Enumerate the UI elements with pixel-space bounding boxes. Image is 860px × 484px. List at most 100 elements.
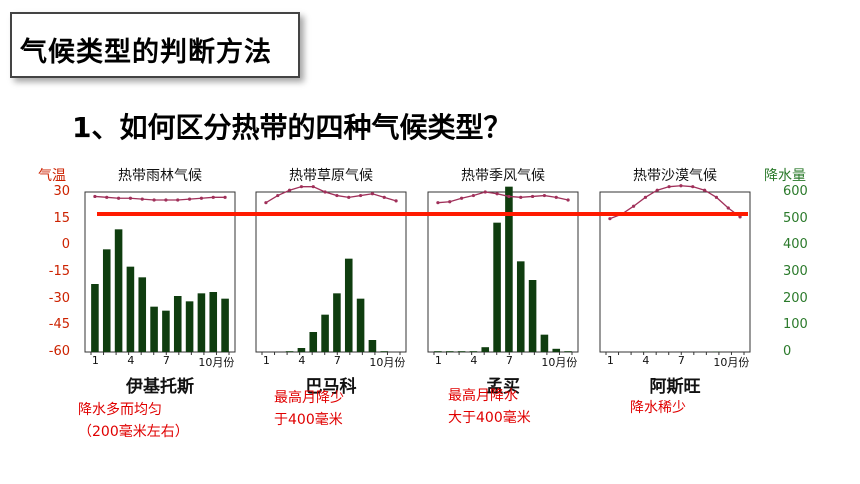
temperature-point bbox=[223, 195, 227, 199]
temperature-point bbox=[471, 193, 476, 198]
temperature-point bbox=[714, 195, 719, 199]
precipitation-tick-label: 500 bbox=[783, 210, 808, 226]
precipitation-bar bbox=[173, 296, 182, 352]
precipitation-bar bbox=[309, 332, 318, 352]
temperature-point bbox=[436, 201, 440, 205]
precipitation-bar bbox=[285, 351, 294, 352]
precipitation-bar bbox=[457, 351, 466, 352]
precipitation-bar bbox=[445, 351, 454, 352]
temperature-point bbox=[394, 199, 398, 203]
city-name: 伊基托斯 bbox=[126, 377, 194, 397]
x-tick-label: 4 bbox=[298, 354, 306, 367]
precipitation-bar bbox=[321, 314, 329, 352]
temperature-tick-label: -45 bbox=[48, 317, 70, 333]
panel-frame bbox=[427, 191, 579, 353]
temperature-point bbox=[542, 193, 547, 198]
temperature-line bbox=[265, 186, 397, 204]
temperature-point bbox=[631, 204, 636, 208]
temperature-point bbox=[116, 196, 121, 200]
temperature-point bbox=[726, 206, 730, 210]
x-tick-label: 4 bbox=[470, 354, 478, 367]
precipitation-bar bbox=[126, 266, 135, 352]
temperature-point bbox=[608, 217, 612, 221]
city-name: 阿斯旺 bbox=[649, 377, 701, 397]
city-name: 巴马科 bbox=[305, 377, 357, 397]
temperature-point bbox=[128, 196, 133, 200]
x-tick-label: 1 bbox=[262, 354, 270, 367]
annotation-note: （200毫米左右） bbox=[78, 424, 189, 440]
annotation-note: 最高月降少 bbox=[274, 390, 344, 406]
precipitation-bar bbox=[516, 261, 525, 352]
temperature-point bbox=[702, 188, 707, 192]
annotation-note: 降水多而均匀 bbox=[78, 402, 162, 418]
chart-title: 热带草原气候 bbox=[289, 168, 373, 184]
precipitation-bar bbox=[564, 351, 572, 352]
temperature-point bbox=[459, 196, 464, 200]
x-tick-label: 1 bbox=[91, 354, 99, 367]
precipitation-bar bbox=[481, 347, 490, 352]
panel-frame bbox=[255, 191, 407, 353]
temperature-point bbox=[211, 195, 215, 199]
x-tick-label: 1 bbox=[606, 354, 614, 367]
temperature-point bbox=[691, 185, 695, 189]
chart-title: 热带季风气候 bbox=[461, 168, 545, 184]
x-tick-label: 10月份 bbox=[713, 356, 750, 369]
precipitation-bar bbox=[221, 298, 229, 352]
temperature-axis-label: 气温 bbox=[38, 168, 66, 184]
temperature-point bbox=[264, 201, 268, 205]
x-tick-label: 7 bbox=[333, 354, 341, 367]
temperature-point bbox=[448, 200, 452, 204]
x-tick-label: 7 bbox=[162, 354, 170, 367]
chart-title: 热带雨林气候 bbox=[118, 168, 202, 184]
temperature-tick-label: 0 bbox=[61, 237, 70, 253]
temperature-point bbox=[176, 198, 180, 202]
temperature-point bbox=[667, 185, 671, 189]
temperature-point bbox=[679, 184, 683, 188]
x-tick-label: 7 bbox=[677, 354, 685, 367]
temperature-point bbox=[299, 185, 304, 189]
precipitation-bar bbox=[493, 222, 501, 352]
temperature-point bbox=[323, 190, 327, 194]
temperature-point bbox=[530, 194, 535, 199]
temperature-point bbox=[347, 195, 351, 199]
precipitation-bar bbox=[197, 293, 206, 352]
precipitation-tick-label: 100 bbox=[783, 317, 808, 333]
precipitation-bar bbox=[368, 340, 377, 352]
heading: 气候类型的判断方法 bbox=[20, 37, 272, 68]
precipitation-bar bbox=[528, 280, 537, 352]
annotation-note: 于400毫米 bbox=[274, 412, 343, 428]
question: 1、如何区分热带的四种气候类型？ bbox=[72, 111, 512, 144]
temperature-line bbox=[609, 185, 741, 220]
temperature-point bbox=[276, 193, 280, 198]
temperature-point bbox=[566, 198, 570, 202]
x-tick-label: 4 bbox=[642, 354, 650, 367]
precipitation-bar bbox=[505, 186, 513, 352]
precipitation-bar bbox=[150, 306, 158, 352]
temperature-tick-label: -30 bbox=[48, 290, 70, 306]
precipitation-bar bbox=[91, 284, 99, 352]
temperature-point bbox=[554, 195, 558, 199]
precipitation-bar bbox=[540, 334, 549, 352]
precipitation-bar bbox=[333, 293, 341, 352]
temperature-point bbox=[358, 193, 363, 198]
precipitation-bar bbox=[185, 301, 194, 352]
x-tick-label: 10月份 bbox=[369, 356, 406, 369]
temperature-point bbox=[483, 190, 487, 194]
temperature-line bbox=[94, 195, 226, 201]
precipitation-bar bbox=[162, 310, 170, 352]
heading-box bbox=[10, 12, 300, 78]
precipitation-bar bbox=[434, 351, 442, 352]
precipitation-bar bbox=[209, 292, 218, 352]
temperature-tick-label: -15 bbox=[48, 264, 70, 279]
precipitation-tick-label: 0 bbox=[783, 344, 792, 359]
temperature-point bbox=[105, 195, 109, 199]
temperature-point bbox=[655, 188, 659, 192]
temperature-point bbox=[164, 198, 168, 202]
temperature-point bbox=[187, 197, 192, 201]
temperature-point bbox=[495, 192, 499, 196]
precipitation-bar bbox=[380, 351, 389, 352]
precipitation-axis-label: 降水量 bbox=[764, 168, 806, 184]
precipitation-bar bbox=[102, 249, 111, 352]
temperature-point bbox=[152, 198, 156, 202]
